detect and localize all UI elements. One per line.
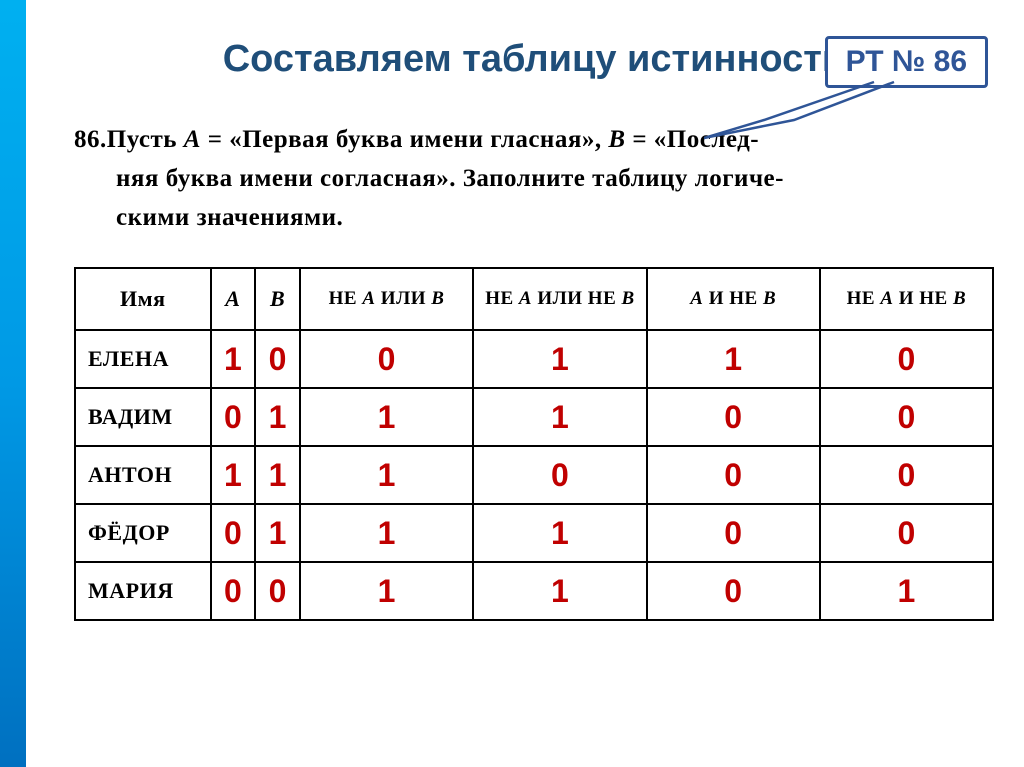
cell-e3: 0: [647, 504, 820, 562]
cell-e1: 1: [300, 446, 473, 504]
row-name: ЕЛЕНА: [75, 330, 211, 388]
cell-a: 1: [211, 446, 256, 504]
problem-var-a: A: [184, 126, 201, 153]
h-e4-pre: НЕ: [847, 288, 881, 309]
cell-e2: 1: [473, 330, 646, 388]
col-name: Имя: [75, 268, 211, 330]
h-e3-mid: И НЕ: [703, 288, 762, 309]
problem-var-b: B: [608, 126, 625, 153]
cell-e4: 0: [820, 330, 993, 388]
table-row: АНТОН 1 1 1 0 0 0: [75, 446, 993, 504]
h-e4-b: B: [953, 288, 966, 309]
h-e4-a: A: [880, 288, 893, 309]
row-name: МАРИЯ: [75, 562, 211, 620]
cell-e4: 0: [820, 388, 993, 446]
cell-a: 1: [211, 330, 256, 388]
problem-text-3: скими значениями.: [74, 199, 994, 238]
h-e1-a: A: [362, 288, 375, 309]
col-a: A: [211, 268, 256, 330]
col-e1: НЕ A ИЛИ B: [300, 268, 473, 330]
cell-b: 0: [255, 330, 300, 388]
cell-e4: 0: [820, 446, 993, 504]
cell-a: 0: [211, 562, 256, 620]
cell-b: 1: [255, 504, 300, 562]
slide-content: Составляем таблицу истинности РТ № 86 86…: [26, 0, 1024, 621]
cell-e4: 1: [820, 562, 993, 620]
cell-e2: 1: [473, 562, 646, 620]
header-row: Составляем таблицу истинности РТ № 86: [74, 20, 994, 81]
cell-a: 0: [211, 504, 256, 562]
h-e3-b: B: [763, 288, 776, 309]
cell-e1: 0: [300, 330, 473, 388]
row-name: ФЁДОР: [75, 504, 211, 562]
h-e1-b: B: [431, 288, 444, 309]
h-e1-pre: НЕ: [329, 288, 363, 309]
table-body: ЕЛЕНА 1 0 0 1 1 0 ВАДИМ 0 1 1 1 0 0 АНТО…: [75, 330, 993, 620]
col-e2: НЕ A ИЛИ НЕ B: [473, 268, 646, 330]
truth-table: Имя A B НЕ A ИЛИ B НЕ A ИЛИ НЕ B A И НЕ …: [74, 267, 994, 621]
row-name: ВАДИМ: [75, 388, 211, 446]
h-e1-mid: ИЛИ: [376, 288, 432, 309]
col-b: B: [255, 268, 300, 330]
cell-e3: 0: [647, 388, 820, 446]
h-e2-pre: НЕ: [485, 288, 519, 309]
table-row: МАРИЯ 0 0 1 1 0 1: [75, 562, 993, 620]
cell-b: 0: [255, 562, 300, 620]
cell-e4: 0: [820, 504, 993, 562]
callout-box: РТ № 86: [825, 36, 988, 88]
h-e2-a: A: [519, 288, 532, 309]
problem-text-1a: Пусть: [107, 126, 184, 153]
table-row: ВАДИМ 0 1 1 1 0 0: [75, 388, 993, 446]
callout-text: РТ № 86: [846, 45, 967, 78]
h-e2-mid: ИЛИ НЕ: [532, 288, 621, 309]
problem-text-2: няя буква имени согласная». Заполните та…: [74, 160, 994, 199]
h-e2-b: B: [622, 288, 635, 309]
cell-a: 0: [211, 388, 256, 446]
cell-e1: 1: [300, 562, 473, 620]
cell-e3: 0: [647, 562, 820, 620]
cell-e2: 0: [473, 446, 646, 504]
h-e4-mid: И НЕ: [894, 288, 953, 309]
problem-text-1b: = «Первая буква имени гласная»,: [201, 126, 608, 153]
row-name: АНТОН: [75, 446, 211, 504]
table-header-row: Имя A B НЕ A ИЛИ B НЕ A ИЛИ НЕ B A И НЕ …: [75, 268, 993, 330]
cell-e1: 1: [300, 388, 473, 446]
problem-text-1c: = «Послед-: [626, 126, 760, 153]
table-row: ЕЛЕНА 1 0 0 1 1 0: [75, 330, 993, 388]
cell-e2: 1: [473, 388, 646, 446]
cell-b: 1: [255, 446, 300, 504]
cell-e1: 1: [300, 504, 473, 562]
cell-e3: 1: [647, 330, 820, 388]
col-e3: A И НЕ B: [647, 268, 820, 330]
problem-statement: 86.Пусть A = «Первая буква имени гласная…: [74, 121, 994, 237]
side-stripe: [0, 0, 26, 767]
table-row: ФЁДОР 0 1 1 1 0 0: [75, 504, 993, 562]
cell-e2: 1: [473, 504, 646, 562]
col-e4: НЕ A И НЕ B: [820, 268, 993, 330]
cell-b: 1: [255, 388, 300, 446]
problem-number: 86.: [74, 126, 107, 153]
h-e3-a: A: [690, 288, 703, 309]
cell-e3: 0: [647, 446, 820, 504]
